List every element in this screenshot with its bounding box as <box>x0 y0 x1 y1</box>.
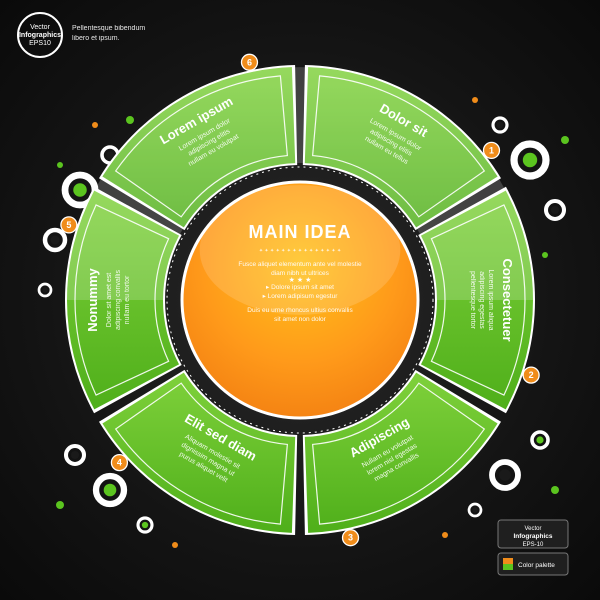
center-line: ▸ Dolore ipsum sit amet <box>266 284 334 291</box>
center-line: ▸ Lorem adipisum egestur <box>263 293 339 300</box>
palette-label: Color palette <box>518 562 555 569</box>
center-line: Fusce aliquet elementum ante vel molesti… <box>238 261 362 268</box>
svg-text:3: 3 <box>348 533 353 543</box>
center-title: MAIN IDEA <box>249 222 352 242</box>
svg-text:4: 4 <box>117 458 122 468</box>
segment-marker-5: 5 <box>61 217 77 233</box>
segment-marker-6: 6 <box>241 54 257 70</box>
svg-text:EPS10: EPS10 <box>29 40 51 47</box>
segment-marker-1: 1 <box>483 142 499 158</box>
segment-marker-2: 2 <box>523 367 539 383</box>
segment-marker-4: 4 <box>111 455 127 471</box>
svg-text:6: 6 <box>247 57 252 67</box>
svg-text:1: 1 <box>489 145 494 155</box>
svg-text:Infographics: Infographics <box>19 32 61 39</box>
segment-marker-3: 3 <box>343 530 359 546</box>
center-line: diam nibh ut ultrices <box>271 270 330 277</box>
svg-text:Infographics: Infographics <box>513 533 552 540</box>
center-divider: ✦ ✦ ✦ ✦ ✦ ✦ ✦ ✦ ✦ ✦ ✦ ✦ ✦ ✦ ✦ <box>259 248 341 254</box>
header-badge: VectorInfographicsEPS10 <box>18 13 62 57</box>
header-text: Pellentesque bibendum <box>72 25 145 32</box>
svg-text:Vector: Vector <box>524 526 541 532</box>
footer-badges: VectorInfographics EPS-10 Color palette <box>498 520 568 575</box>
svg-text:EPS-10: EPS-10 <box>523 542 544 548</box>
center-line: sit amet non dolor <box>274 316 327 323</box>
svg-text:Vector: Vector <box>30 24 51 31</box>
header-text: libero et ipsum. <box>72 35 120 42</box>
center-circle: MAIN IDEA ✦ ✦ ✦ ✦ ✦ ✦ ✦ ✦ ✦ ✦ ✦ ✦ ✦ ✦ ✦ Fu… <box>182 182 418 418</box>
svg-text:5: 5 <box>66 220 71 230</box>
center-line: Duis eu urne rhoncus ultius convallis <box>247 307 353 314</box>
center-stars: ★ ★ ★ <box>289 276 312 284</box>
svg-text:2: 2 <box>529 370 534 380</box>
